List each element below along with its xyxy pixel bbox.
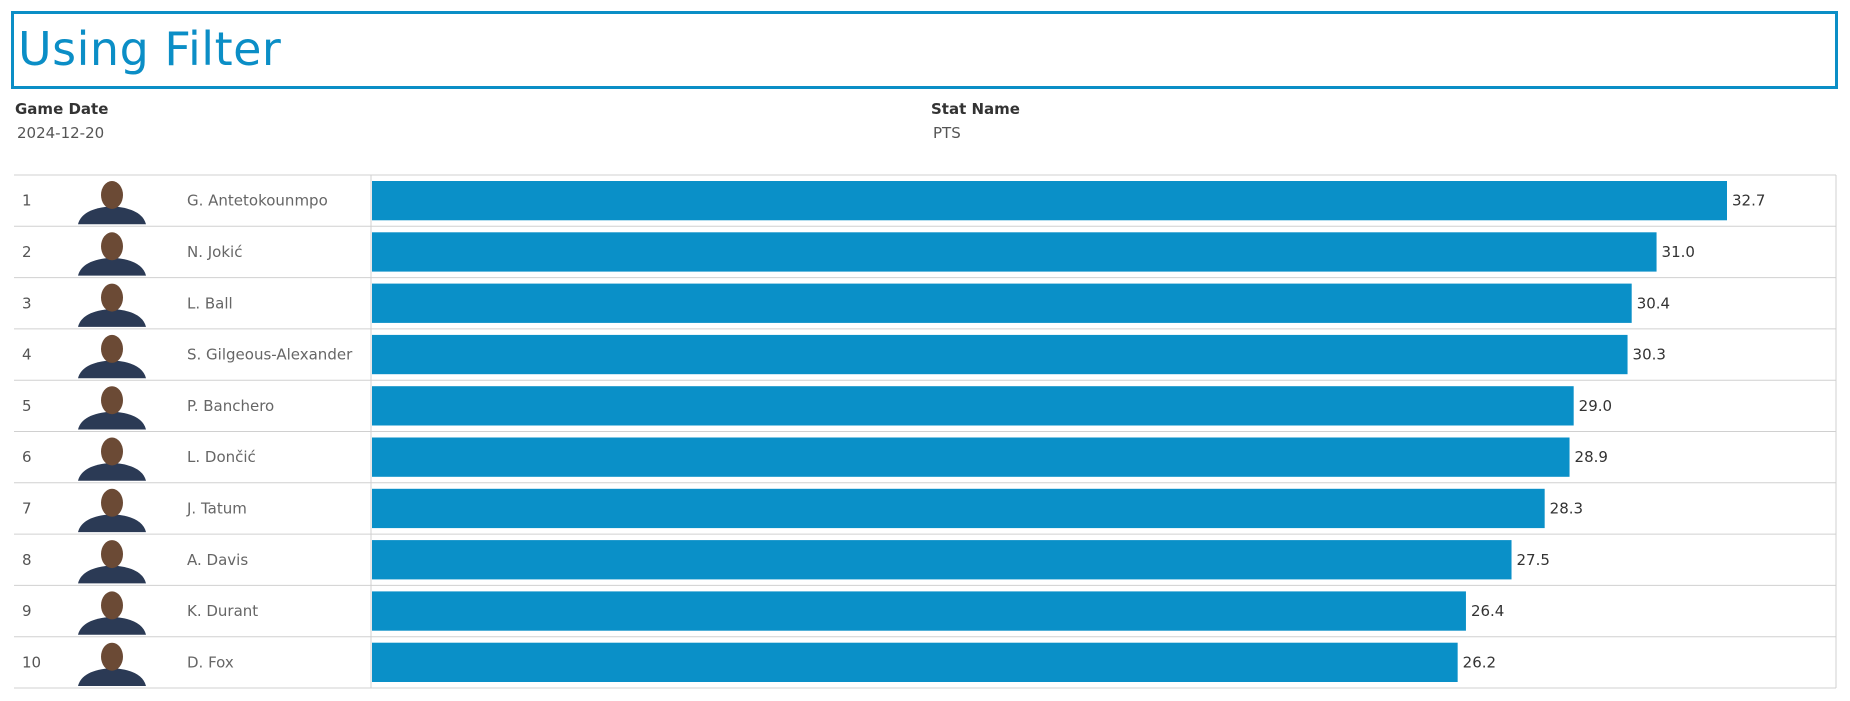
value-label: 26.2 (1463, 653, 1496, 671)
value-label: 27.5 (1517, 551, 1550, 569)
player-headshot-icon (78, 591, 146, 635)
bar (372, 437, 1570, 477)
bar (372, 642, 1458, 682)
rank-label: 7 (22, 499, 32, 517)
rank-label: 1 (22, 192, 32, 210)
value-label: 28.9 (1575, 448, 1608, 466)
player-name: A. Davis (187, 551, 248, 569)
bar (372, 181, 1727, 221)
value-label: 32.7 (1732, 192, 1765, 210)
player-headshot-icon (78, 232, 146, 276)
player-name: L. Ball (187, 294, 233, 312)
rank-label: 8 (22, 551, 32, 569)
filter-stat-name[interactable]: Stat Name PTS (931, 100, 1020, 142)
title-banner: Using Filter (11, 11, 1838, 89)
bar (372, 540, 1512, 580)
filter-game-date[interactable]: Game Date 2024-12-20 (15, 100, 108, 142)
filter-game-date-value[interactable]: 2024-12-20 (17, 124, 105, 142)
rank-label: 2 (22, 243, 32, 261)
player-headshot-icon (78, 386, 146, 430)
value-label: 30.3 (1633, 346, 1666, 364)
value-label: 29.0 (1579, 397, 1612, 415)
player-headshot-icon (78, 540, 146, 584)
value-label: 28.3 (1550, 499, 1583, 517)
player-headshot-icon (78, 334, 146, 379)
player-name: N. Jokić (187, 243, 242, 261)
bar (372, 386, 1574, 426)
player-name: L. Dončić (187, 448, 256, 466)
player-name: P. Banchero (187, 397, 274, 415)
player-headshot-icon (78, 437, 146, 481)
value-label: 26.4 (1471, 602, 1504, 620)
player-name: J. Tatum (186, 499, 247, 517)
player-headshot-icon (78, 488, 146, 533)
rank-label: 5 (22, 397, 32, 415)
bar (372, 232, 1657, 272)
rank-label: 6 (22, 448, 32, 466)
player-headshot-icon (78, 283, 146, 327)
bar (372, 283, 1632, 323)
bar (372, 488, 1545, 529)
player-headshot-icon (78, 181, 146, 225)
filter-game-date-label: Game Date (15, 100, 109, 118)
page-title: Using Filter (18, 22, 282, 76)
player-name: G. Antetokounmpo (187, 192, 328, 210)
player-name: D. Fox (187, 653, 234, 671)
value-label: 30.4 (1637, 294, 1670, 312)
filter-stat-name-value[interactable]: PTS (933, 124, 961, 142)
rank-label: 10 (22, 653, 41, 671)
bar (372, 591, 1466, 631)
bar (372, 334, 1628, 375)
player-headshot-icon (78, 642, 146, 686)
value-label: 31.0 (1662, 243, 1695, 261)
player-name: S. Gilgeous-Alexander (187, 346, 353, 364)
player-name: K. Durant (187, 602, 258, 620)
rank-label: 4 (22, 346, 32, 364)
rank-label: 3 (22, 294, 32, 312)
rank-label: 9 (22, 602, 32, 620)
filter-stat-name-label: Stat Name (931, 100, 1020, 118)
